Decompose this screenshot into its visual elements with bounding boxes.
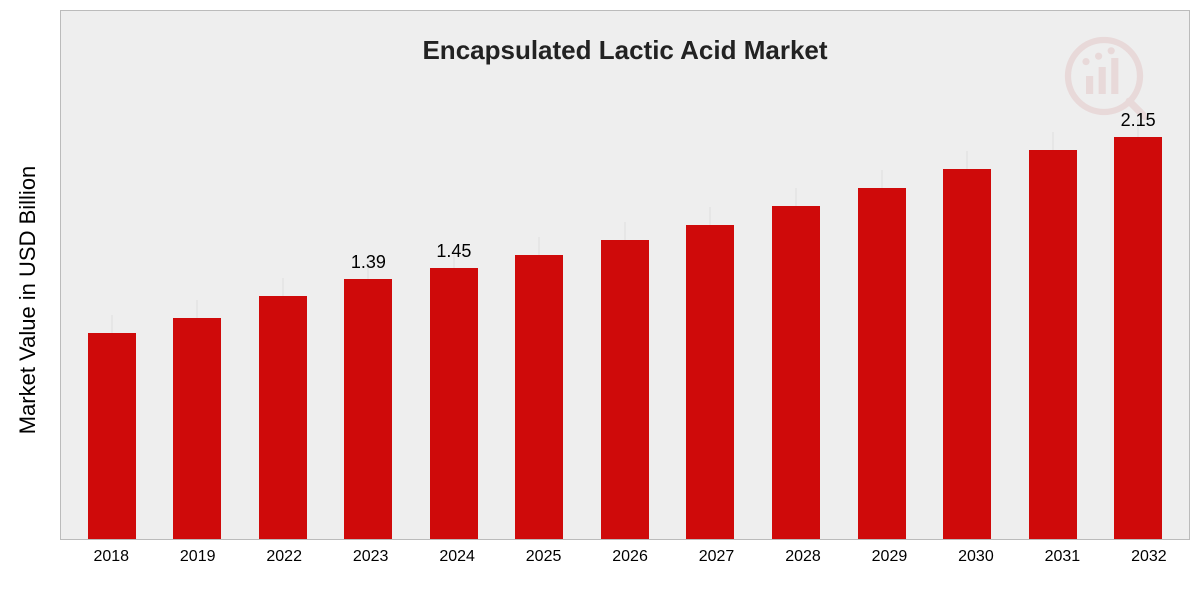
x-tick-label: 2018 [68,548,154,572]
plot-area: Encapsulated Lactic Acid Market 1.39 1.45… [60,10,1190,540]
chart-title: Encapsulated Lactic Acid Market [422,35,827,66]
chart-container: Market Value in USD Billion Encapsulated… [0,0,1200,600]
x-tick-label: 2023 [327,548,413,572]
bar-value-label: 1.45 [436,241,471,262]
x-tick-label: 2028 [760,548,846,572]
bar-value-label: 2.15 [1121,110,1156,131]
bar-slot: 1.39 [326,109,412,539]
bar-slot: 1.45 [411,109,497,539]
x-axis: 2018201920222023202420252026202720282029… [60,548,1200,572]
bar-slot [240,109,326,539]
bar: 2.15 [1114,137,1162,539]
bar [601,240,649,539]
x-tick-label: 2031 [1019,548,1105,572]
y-axis-label: Market Value in USD Billion [15,166,41,435]
bar-slot [753,109,839,539]
bar [943,169,991,539]
bar-slot: 2.15 [1095,109,1181,539]
watermark-logo-icon [1059,31,1149,121]
plot-wrapper: Encapsulated Lactic Acid Market 1.39 1.45… [60,0,1200,600]
x-tick-label: 2027 [673,548,759,572]
x-tick-label: 2022 [241,548,327,572]
bars-region: 1.39 1.45 2.15 [61,109,1189,539]
bar-slot [497,109,583,539]
bar [1029,150,1077,539]
bar-value-label: 1.39 [351,252,386,273]
bar [772,206,820,539]
bar [173,318,221,539]
x-tick-label: 2025 [500,548,586,572]
x-tick-label: 2029 [846,548,932,572]
bar-slot [155,109,241,539]
bar [88,333,136,539]
bar-slot [69,109,155,539]
bar-slot [839,109,925,539]
bar-slot [668,109,754,539]
bar [686,225,734,539]
bar-slot [924,109,1010,539]
x-tick-label: 2032 [1106,548,1192,572]
x-tick-label: 2030 [933,548,1019,572]
x-tick-label: 2026 [587,548,673,572]
bar-slot [582,109,668,539]
bar [259,296,307,539]
bar: 1.39 [344,279,392,539]
bar: 1.45 [430,268,478,539]
bar [515,255,563,539]
x-tick-label: 2024 [414,548,500,572]
x-tick-label: 2019 [154,548,240,572]
bar [858,188,906,539]
bar-slot [1010,109,1096,539]
